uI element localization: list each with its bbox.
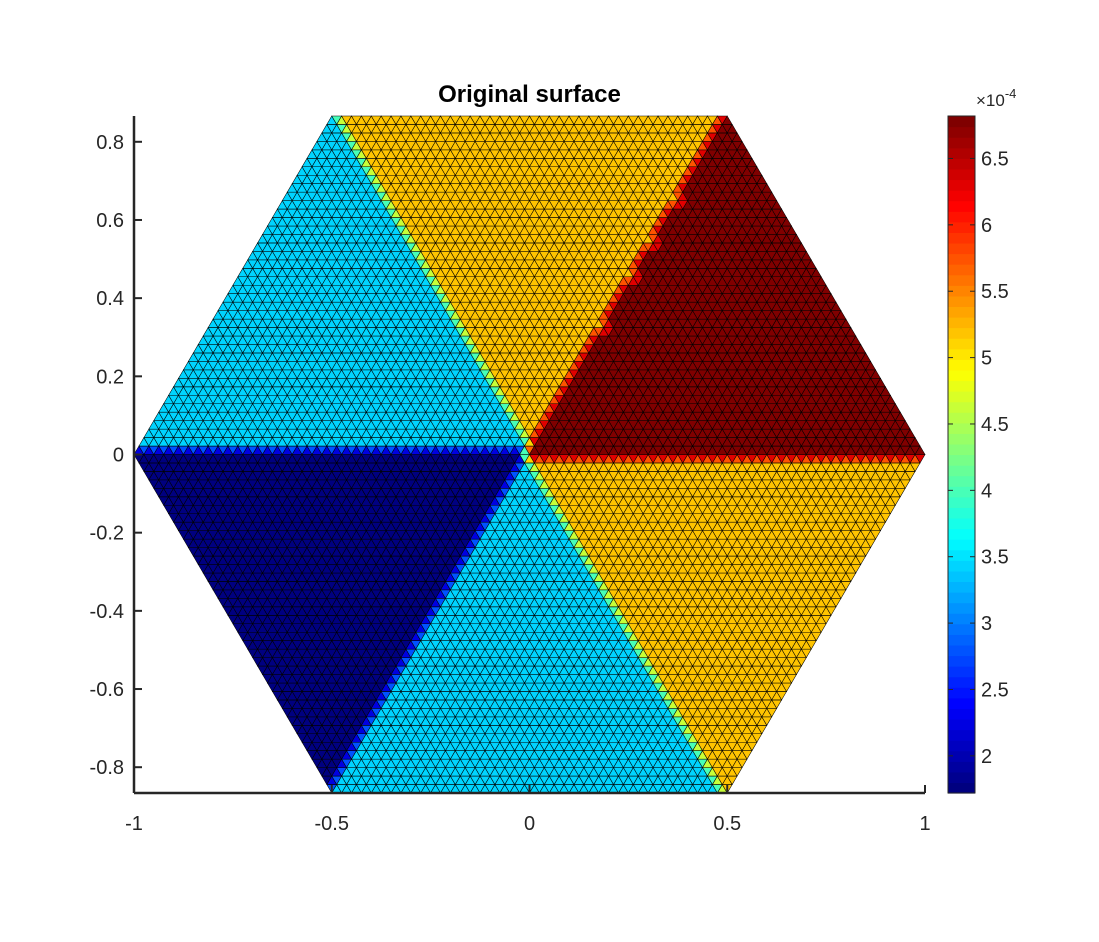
surface-mesh <box>133 115 926 794</box>
chart-title: Original surface <box>438 81 621 108</box>
